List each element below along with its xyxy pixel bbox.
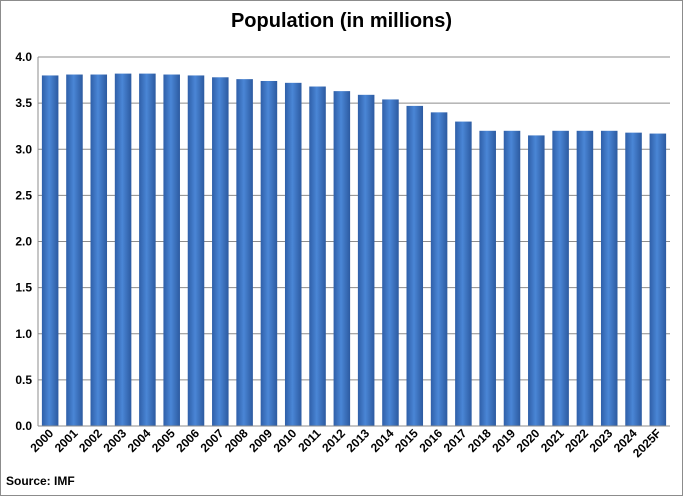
y-tick-label: 0.0	[15, 419, 32, 433]
bar-2001	[66, 74, 83, 426]
bar-2018	[479, 130, 496, 427]
x-tick-label: 2008	[222, 426, 251, 455]
y-tick-label: 1.5	[15, 281, 32, 295]
bar-2012	[333, 91, 351, 426]
y-tick-label: 3.5	[15, 96, 32, 110]
x-tick-label: 2018	[465, 426, 494, 455]
x-tick-label: 2023	[587, 426, 616, 455]
bar-2024	[625, 132, 642, 426]
bar-2019	[503, 130, 521, 427]
bar-2011	[309, 86, 326, 427]
x-tick-label: 2001	[52, 426, 81, 455]
y-tick-label: 2.0	[15, 235, 32, 249]
bar-2002	[90, 74, 108, 426]
gridlines	[38, 56, 670, 427]
y-tick-label: 1.0	[15, 327, 32, 341]
bar-2006	[187, 75, 205, 426]
source-note: Source: IMF	[6, 474, 75, 488]
y-tick-label: 0.5	[15, 373, 32, 387]
chart-title: Population (in millions)	[230, 10, 453, 32]
bar-2010	[284, 82, 302, 426]
x-tick-label: 2016	[416, 426, 445, 455]
x-tick-label: 2014	[368, 426, 397, 455]
bar-2007	[212, 77, 229, 427]
x-tick-label: 2020	[514, 426, 543, 455]
bar-2021	[552, 130, 569, 427]
x-tick-label: 2004	[125, 426, 154, 455]
bar-2022	[576, 130, 594, 427]
x-tick-label: 2003	[100, 426, 129, 455]
y-axis: 0.0 0.5 1.0 1.5 2.0 2.5 3.0 3.5 4.0	[15, 50, 39, 433]
bar-2008	[236, 79, 253, 426]
x-tick-label: 2025F	[630, 426, 664, 460]
y-tick-label: 4.0	[15, 50, 32, 64]
x-tick-label: 2012	[319, 426, 348, 455]
x-axis: 2000200120022003200420052006200720082009…	[27, 425, 670, 460]
bar-2025F	[649, 133, 667, 426]
x-tick-label: 2002	[76, 426, 105, 455]
x-tick-label: 2007	[198, 426, 227, 455]
bar-2014	[382, 99, 399, 426]
y-tick-label: 3.0	[15, 142, 32, 156]
x-tick-label: 2022	[562, 426, 591, 455]
x-tick-label: 2015	[392, 426, 421, 455]
bar-2013	[357, 94, 375, 426]
bar-2005	[163, 74, 180, 426]
bar-2015	[406, 105, 424, 426]
x-tick-label: 2011	[295, 426, 324, 455]
y-tick-label: 2.5	[15, 188, 32, 202]
x-tick-label: 2009	[246, 426, 275, 455]
bar-2009	[260, 80, 278, 427]
bars	[41, 73, 667, 427]
x-tick-label: 2021	[538, 426, 567, 455]
bar-2004	[139, 73, 156, 426]
bar-2023	[600, 130, 618, 427]
bar-2020	[528, 135, 545, 426]
x-tick-label: 2019	[489, 426, 518, 455]
x-tick-label: 2005	[149, 426, 178, 455]
x-tick-label: 2013	[343, 426, 372, 455]
bar-2000	[41, 75, 59, 426]
bar-2016	[430, 112, 448, 426]
x-tick-label: 2017	[441, 426, 470, 455]
bar-2017	[455, 121, 472, 426]
x-tick-label: 2006	[173, 426, 202, 455]
bar-2003	[114, 73, 132, 426]
x-tick-label: 2010	[271, 426, 300, 455]
